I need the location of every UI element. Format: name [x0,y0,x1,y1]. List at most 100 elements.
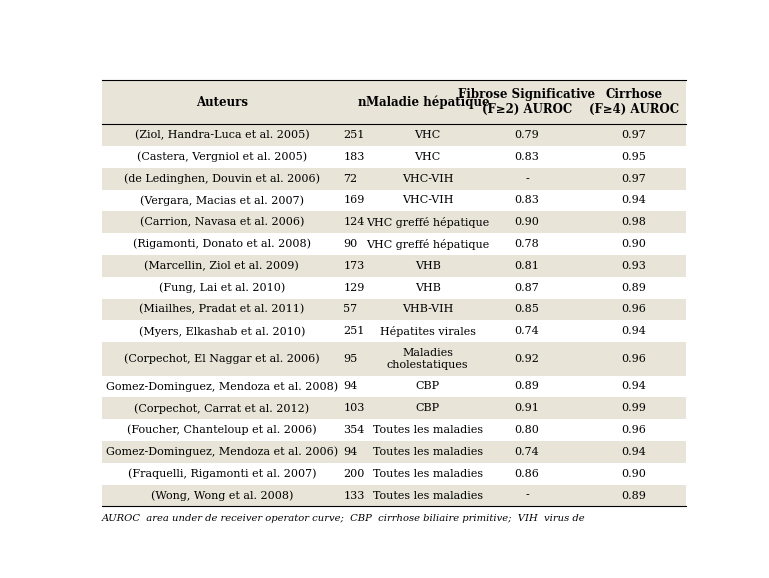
Bar [102,376,686,397]
Text: 0.97: 0.97 [621,173,646,184]
Text: VHC: VHC [414,152,441,162]
Text: (Vergara, Macias et al. 2007): (Vergara, Macias et al. 2007) [140,195,304,206]
Text: 90: 90 [343,239,358,249]
Text: 0.94: 0.94 [621,381,646,391]
Text: 0.83: 0.83 [514,152,539,162]
Bar [102,190,686,212]
Text: Toutes les maladies: Toutes les maladies [373,425,483,435]
Text: Auteurs: Auteurs [196,96,248,109]
Text: (Wong, Wong et al. 2008): (Wong, Wong et al. 2008) [151,490,293,501]
Text: Hépatites virales: Hépatites virales [380,326,476,337]
Text: 183: 183 [343,152,365,162]
Text: Toutes les maladies: Toutes les maladies [373,447,483,457]
Text: VHB: VHB [414,283,441,292]
Text: 0.79: 0.79 [514,130,539,140]
Text: (Marcellin, Ziol et al. 2009): (Marcellin, Ziol et al. 2009) [145,261,299,271]
Text: 0.90: 0.90 [621,469,646,479]
Text: (Fraquelli, Rigamonti et al. 2007): (Fraquelli, Rigamonti et al. 2007) [128,468,316,479]
Text: 251: 251 [343,326,365,336]
Text: Cirrhose
(F≥4) AUROC: Cirrhose (F≥4) AUROC [588,88,678,116]
Text: 0.94: 0.94 [621,195,646,205]
Bar [102,484,686,506]
Text: 0.78: 0.78 [514,239,539,249]
Bar [102,168,686,190]
Text: 0.87: 0.87 [514,283,539,292]
Text: (Carrion, Navasa et al. 2006): (Carrion, Navasa et al. 2006) [140,217,304,227]
Text: VHB: VHB [414,261,441,271]
Text: 0.86: 0.86 [514,469,539,479]
Text: 251: 251 [343,130,365,140]
Text: 0.99: 0.99 [621,403,646,413]
Text: 0.93: 0.93 [621,261,646,271]
Text: 95: 95 [343,354,358,364]
Text: 0.92: 0.92 [514,354,539,364]
Text: 0.89: 0.89 [514,381,539,391]
Text: (Miailhes, Pradat et al. 2011): (Miailhes, Pradat et al. 2011) [139,304,305,314]
Text: (Castera, Vergniol et al. 2005): (Castera, Vergniol et al. 2005) [137,151,307,162]
Text: 0.97: 0.97 [621,130,646,140]
Text: 0.83: 0.83 [514,195,539,205]
Text: Gomez-Dominguez, Mendoza et al. 2006): Gomez-Dominguez, Mendoza et al. 2006) [106,447,338,457]
Text: (de Ledinghen, Douvin et al. 2006): (de Ledinghen, Douvin et al. 2006) [124,173,320,184]
Text: 0.74: 0.74 [514,326,539,336]
Text: VHC-VIH: VHC-VIH [402,195,454,205]
Text: (Ziol, Handra-Luca et al. 2005): (Ziol, Handra-Luca et al. 2005) [135,130,309,140]
Bar [102,320,686,342]
Text: 0.81: 0.81 [514,261,539,271]
Bar [102,212,686,233]
Text: (Fung, Lai et al. 2010): (Fung, Lai et al. 2010) [158,283,285,293]
Bar [102,80,686,124]
Text: VHB-VIH: VHB-VIH [402,305,454,314]
Text: 0.74: 0.74 [514,447,539,457]
Text: (Foucher, Chanteloup et al. 2006): (Foucher, Chanteloup et al. 2006) [127,425,317,435]
Text: 0.91: 0.91 [514,403,539,413]
Text: 57: 57 [343,305,358,314]
Text: 0.94: 0.94 [621,326,646,336]
Bar [102,277,686,299]
Text: 0.85: 0.85 [514,305,539,314]
Text: Toutes les maladies: Toutes les maladies [373,491,483,501]
Text: 200: 200 [343,469,365,479]
Text: 173: 173 [343,261,365,271]
Text: 0.80: 0.80 [514,425,539,435]
Bar [102,146,686,168]
Text: VHC greffé hépatique: VHC greffé hépatique [366,217,489,228]
Bar [102,342,686,376]
Text: VHC: VHC [414,130,441,140]
Text: 0.90: 0.90 [514,217,539,227]
Text: n: n [358,96,366,109]
Text: CBP: CBP [415,403,440,413]
Bar [102,255,686,277]
Text: Fibrose Significative
(F≥2) AUROC: Fibrose Significative (F≥2) AUROC [458,88,595,116]
Text: Toutes les maladies: Toutes les maladies [373,469,483,479]
Text: 169: 169 [343,195,365,205]
Text: 354: 354 [343,425,365,435]
Text: (Myers, Elkashab et al. 2010): (Myers, Elkashab et al. 2010) [138,326,305,336]
Text: 94: 94 [343,381,358,391]
Text: 72: 72 [343,173,358,184]
Text: -: - [525,491,529,501]
Text: VHC-VIH: VHC-VIH [402,173,454,184]
Text: 0.96: 0.96 [621,425,646,435]
Text: (Corpechot, El Naggar et al. 2006): (Corpechot, El Naggar et al. 2006) [124,354,320,364]
Text: 0.95: 0.95 [621,152,646,162]
Text: 129: 129 [343,283,365,292]
Text: 0.90: 0.90 [621,239,646,249]
Bar [102,419,686,441]
Text: 0.89: 0.89 [621,491,646,501]
Text: AUROC  area under de receiver operator curve;  CBP  cirrhose biliaire primitive;: AUROC area under de receiver operator cu… [102,514,586,524]
Bar [102,124,686,146]
Text: 0.94: 0.94 [621,447,646,457]
Text: 94: 94 [343,447,358,457]
Text: Gomez-Dominguez, Mendoza et al. 2008): Gomez-Dominguez, Mendoza et al. 2008) [106,381,338,392]
Text: VHC greffé hépatique: VHC greffé hépatique [366,239,489,250]
Bar [102,397,686,419]
Bar [102,463,686,484]
Text: 0.96: 0.96 [621,354,646,364]
Text: Maladie hépatique: Maladie hépatique [366,95,490,109]
Text: 0.96: 0.96 [621,305,646,314]
Text: 124: 124 [343,217,365,227]
Text: 133: 133 [343,491,365,501]
Text: Maladies
cholestatiques: Maladies cholestatiques [387,348,468,370]
Text: 103: 103 [343,403,365,413]
